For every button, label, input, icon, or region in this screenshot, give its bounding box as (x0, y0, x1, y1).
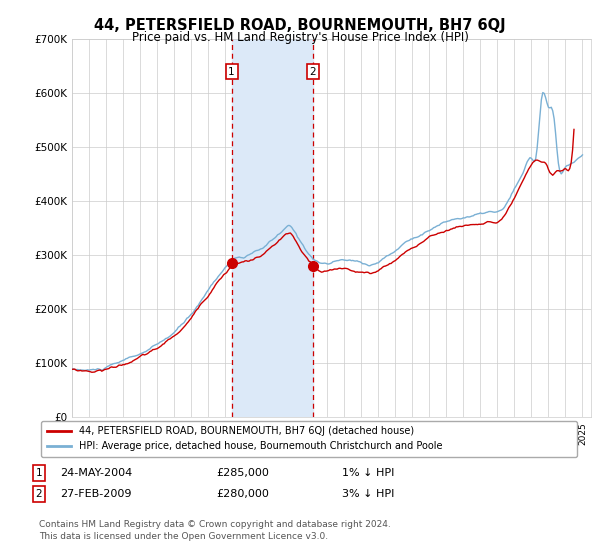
Text: £285,000: £285,000 (216, 468, 269, 478)
Text: 1: 1 (229, 67, 235, 77)
Text: 2: 2 (35, 489, 43, 499)
Text: This data is licensed under the Open Government Licence v3.0.: This data is licensed under the Open Gov… (39, 532, 328, 541)
Text: 2: 2 (310, 67, 316, 77)
Text: 24-MAY-2004: 24-MAY-2004 (60, 468, 132, 478)
Bar (232, 39, 313, 417)
Text: £280,000: £280,000 (216, 489, 269, 499)
Text: 1: 1 (35, 468, 43, 478)
Text: 44, PETERSFIELD ROAD, BOURNEMOUTH, BH7 6QJ: 44, PETERSFIELD ROAD, BOURNEMOUTH, BH7 6… (94, 18, 506, 33)
Legend: 44, PETERSFIELD ROAD, BOURNEMOUTH, BH7 6QJ (detached house), HPI: Average price,: 44, PETERSFIELD ROAD, BOURNEMOUTH, BH7 6… (41, 421, 577, 457)
Text: 1% ↓ HPI: 1% ↓ HPI (342, 468, 394, 478)
Text: 3% ↓ HPI: 3% ↓ HPI (342, 489, 394, 499)
Text: 27-FEB-2009: 27-FEB-2009 (60, 489, 131, 499)
Text: Contains HM Land Registry data © Crown copyright and database right 2024.: Contains HM Land Registry data © Crown c… (39, 520, 391, 529)
Text: Price paid vs. HM Land Registry's House Price Index (HPI): Price paid vs. HM Land Registry's House … (131, 31, 469, 44)
